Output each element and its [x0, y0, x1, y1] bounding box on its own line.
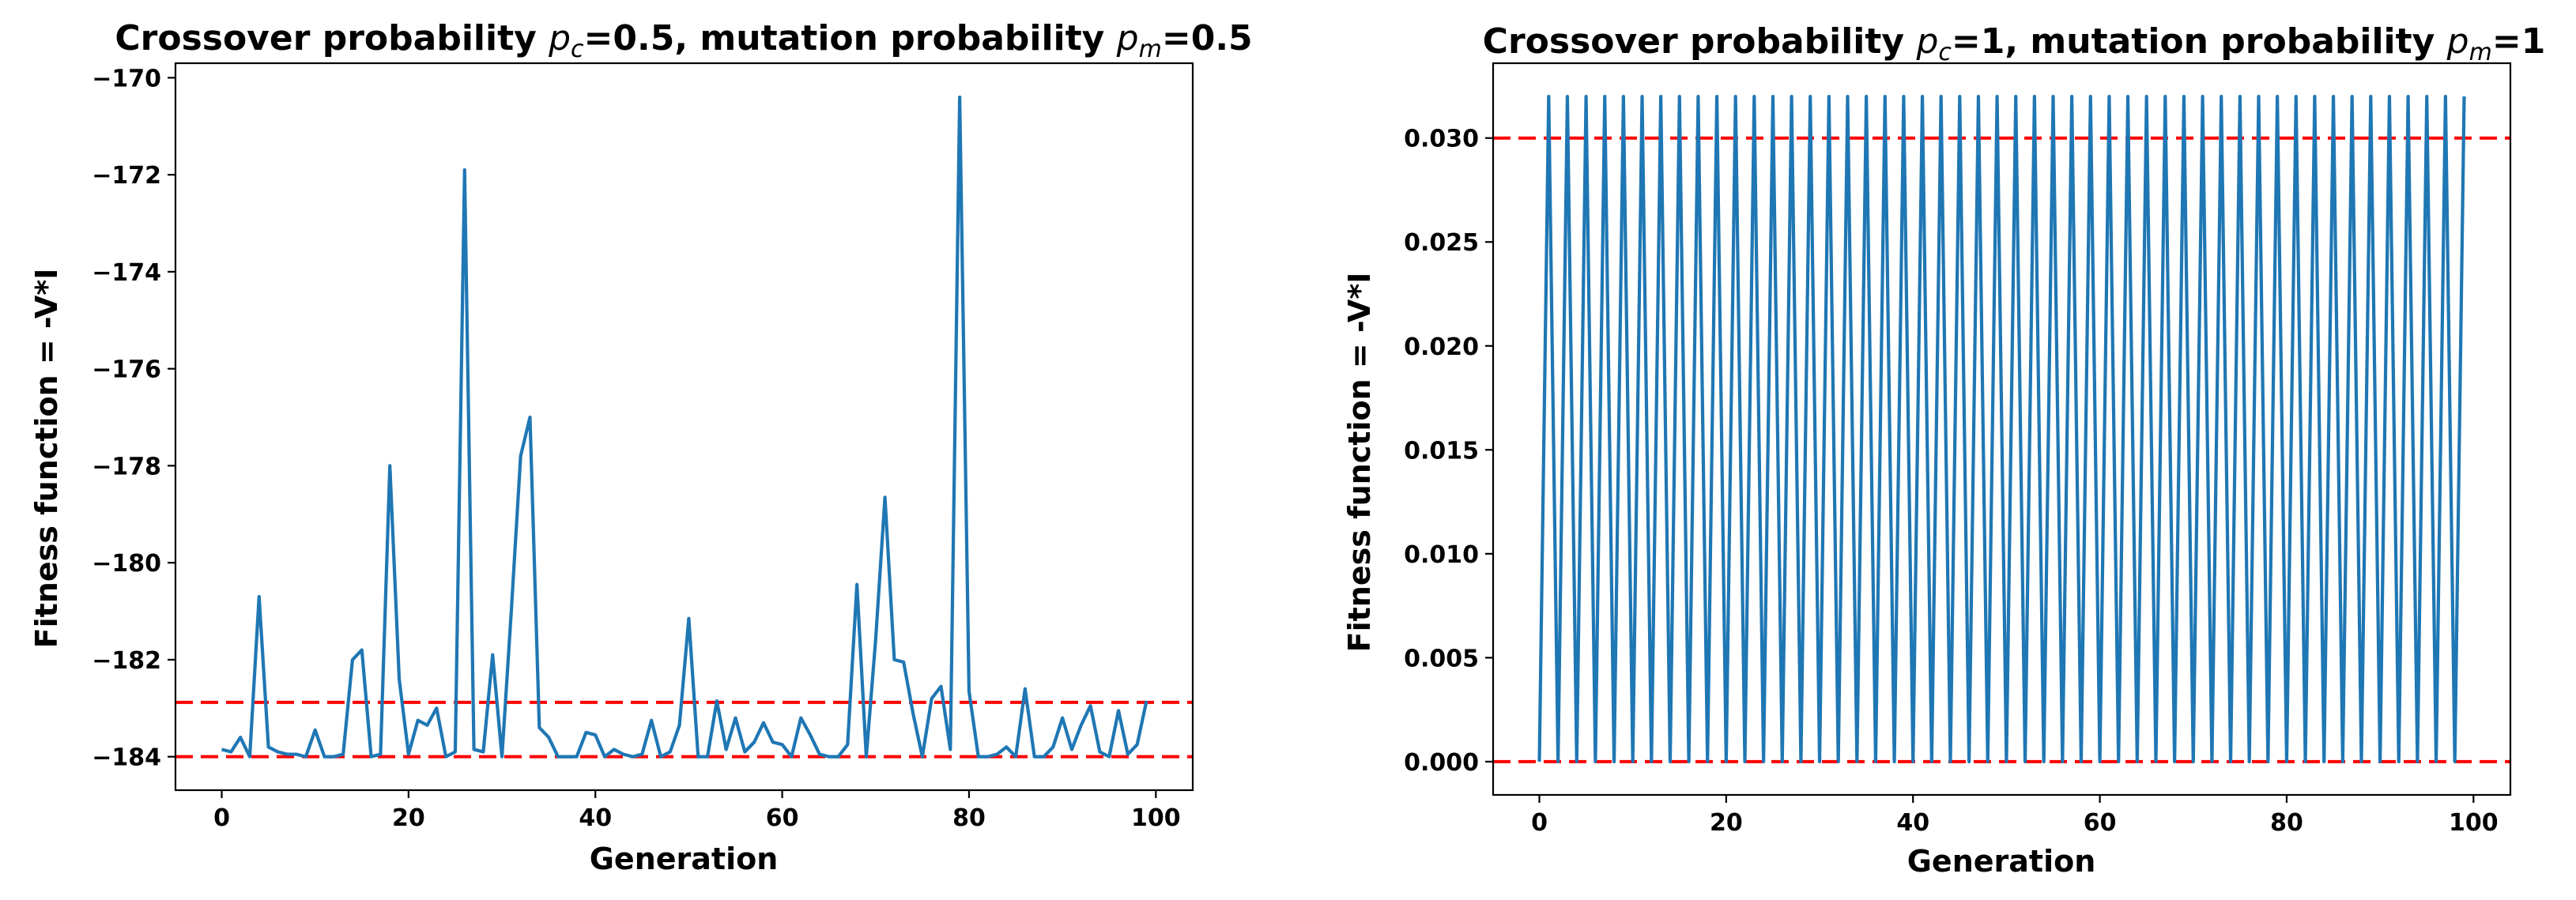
chart-2-xlabel: Generation: [1907, 844, 2096, 879]
chart-1-series-line: [221, 95, 1148, 759]
chart-2-ytick-label: 0.005: [1404, 645, 1479, 672]
chart-1-axes-frame: [174, 62, 1194, 792]
chart-2-ytick-label: 0.025: [1404, 229, 1479, 257]
chart-1-ytick-label: −170: [92, 65, 161, 92]
chart-2-ytick-label: 0.000: [1404, 749, 1479, 777]
chart-1-ytick-label: −184: [92, 744, 161, 772]
chart-1-xtick-label: 40: [579, 804, 612, 832]
chart-1-xtick-label: 100: [1131, 804, 1181, 832]
chart-2-xtick-label: 80: [2270, 809, 2303, 837]
chart-1-xtick-label: 80: [952, 804, 986, 832]
chart-2-xtick-label: 60: [2084, 809, 2117, 837]
chart-1-title: Crossover probability pc=0.5, mutation p…: [115, 18, 1252, 63]
chart-1: Crossover probability pc=0.5, mutation p…: [29, 18, 1253, 876]
chart-2-title: Crossover probability pc=1, mutation pro…: [1483, 21, 2546, 66]
chart-2-ylabel: Fitness function = -V*I: [1342, 273, 1377, 653]
chart-1-ytick-label: −176: [92, 356, 161, 384]
chart-1-ylabel: Fitness function = -V*I: [29, 269, 64, 649]
chart-1-xtick-label: 0: [213, 804, 230, 832]
chart-2-ytick-label: 0.010: [1404, 541, 1479, 569]
chart-2-xtick-label: 0: [1531, 809, 1548, 837]
chart-1-xtick-label: 60: [766, 804, 799, 832]
chart-2-ytick-label: 0.030: [1404, 126, 1479, 153]
chart-2-axes-frame: [1492, 62, 2512, 796]
chart-1-xlabel: Generation: [590, 842, 779, 876]
chart-1-ytick-label: −180: [92, 550, 161, 578]
chart-2: Crossover probability pc=1, mutation pro…: [1342, 21, 2545, 879]
chart-1-ytick-label: −182: [92, 647, 161, 675]
chart-2-ytick-label: 0.020: [1404, 333, 1479, 361]
chart-1-ytick-label: −174: [92, 259, 161, 287]
chart-1-ytick-label: −178: [92, 453, 161, 480]
chart-2-series-line: [1537, 94, 2466, 764]
chart-2-ytick-label: 0.015: [1404, 437, 1479, 465]
chart-2-xtick-label: 20: [1710, 809, 1743, 837]
chart-2-xtick-label: 40: [1896, 809, 1929, 837]
chart-1-ytick-label: −172: [92, 162, 161, 190]
chart-2-xtick-label: 100: [2449, 809, 2499, 837]
chart-1-xtick-label: 20: [392, 804, 425, 832]
